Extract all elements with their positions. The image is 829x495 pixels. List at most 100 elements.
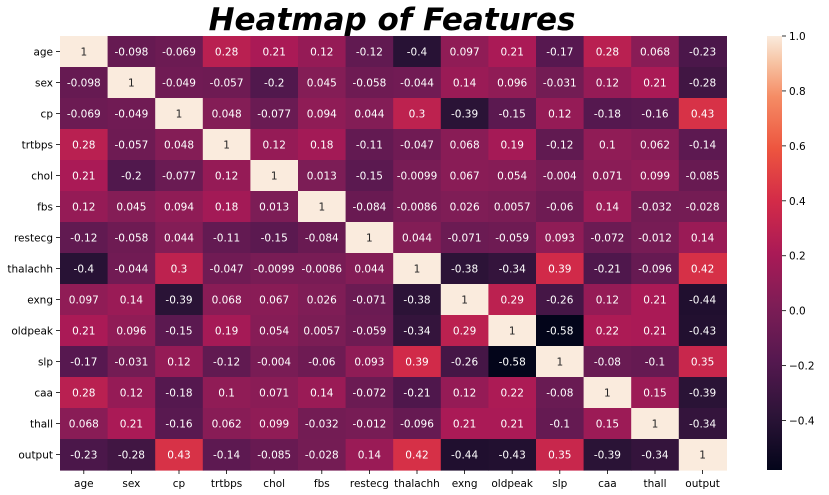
cell-value-label-exng-trtbps: 0.068 (212, 295, 242, 307)
heatmap-cell-output-cp (155, 439, 204, 471)
cell-value-label-sex-age: -0.098 (67, 78, 101, 90)
cell-value-label-trtbps-thall: 0.062 (640, 140, 670, 152)
y-tick-label-cp: cp (41, 109, 54, 121)
heatmap-cell-oldpeak-cp (155, 315, 204, 347)
cell-value-label-age-slp: -0.17 (546, 47, 573, 59)
heatmap-cell-output-age (60, 439, 109, 471)
cell-value-label-exng-exng: 1 (461, 295, 468, 307)
y-tick-label-thalachh: thalachh (7, 264, 53, 276)
heatmap-cell-fbs-thalachh (393, 191, 442, 223)
y-tick-label-oldpeak: oldpeak (11, 326, 54, 338)
heatmap-cell-oldpeak-thalachh (393, 315, 442, 347)
heatmap-cell-trtbps-fbs (298, 129, 347, 161)
heatmap-cell-age-thalachh (393, 36, 442, 68)
heatmap-cell-slp-thalachh (393, 346, 442, 378)
heatmap-cell-thall-fbs (298, 408, 347, 440)
heatmap-cell-exng-fbs (298, 284, 347, 316)
colorbar (767, 36, 782, 470)
cell-value-label-caa-oldpeak: 0.22 (501, 388, 524, 400)
cell-value-label-exng-chol: 0.067 (259, 295, 289, 307)
heatmap-cell-trtbps-trtbps (202, 129, 251, 161)
cell-value-label-slp-slp: 1 (556, 357, 563, 369)
cell-value-label-cp-sex: -0.049 (114, 109, 148, 121)
cell-value-label-exng-slp: -0.26 (546, 295, 573, 307)
cell-value-label-sex-fbs: 0.045 (307, 78, 337, 90)
heatmap-cell-output-sex (107, 439, 156, 471)
cell-value-label-oldpeak-exng: 0.29 (453, 326, 476, 338)
cell-value-label-thalachh-trtbps: -0.047 (210, 264, 244, 276)
cell-value-label-oldpeak-caa: 0.22 (596, 326, 619, 338)
heatmap-cell-fbs-oldpeak (488, 191, 537, 223)
heatmap-cell-restecg-cp (155, 222, 204, 254)
heatmap-cell-slp-age (60, 346, 109, 378)
cell-value-label-thall-fbs: -0.032 (305, 419, 339, 431)
cell-value-label-cp-fbs: 0.094 (307, 109, 337, 121)
cell-value-label-trtbps-output: -0.14 (689, 140, 716, 152)
x-tick-label-restecg: restecg (350, 478, 389, 490)
heatmap-cell-thall-caa (583, 408, 632, 440)
heatmap-cell-oldpeak-age (60, 315, 109, 347)
cell-value-label-cp-restecg: 0.044 (354, 109, 384, 121)
cell-value-label-chol-age: 0.21 (72, 171, 95, 183)
heatmap-cell-slp-oldpeak (488, 346, 537, 378)
cell-value-label-thall-slp: -0.1 (550, 419, 571, 431)
cell-value-label-fbs-thalachh: -0.0086 (397, 202, 438, 214)
cell-value-label-chol-chol: 1 (271, 171, 278, 183)
cell-value-label-output-exng: -0.44 (451, 450, 478, 462)
cell-value-label-thalachh-fbs: -0.0086 (302, 264, 343, 276)
cell-value-label-trtbps-trtbps: 1 (223, 140, 230, 152)
heatmap-cell-cp-caa (583, 98, 632, 130)
heatmap-cell-caa-thalachh (393, 377, 442, 409)
heatmap-cell-output-thall (631, 439, 680, 471)
cell-value-label-fbs-restecg: -0.084 (352, 202, 386, 214)
y-tick-label-thall: thall (30, 419, 53, 431)
cell-value-label-cp-trtbps: 0.048 (212, 109, 242, 121)
cell-value-label-caa-exng: 0.12 (453, 388, 476, 400)
x-tick-label-caa: caa (598, 478, 617, 490)
heatmap-cell-cp-exng (440, 98, 489, 130)
heatmap-cell-restecg-trtbps (202, 222, 251, 254)
cell-value-label-slp-output: 0.35 (691, 357, 714, 369)
cell-value-label-oldpeak-thalachh: -0.34 (403, 326, 430, 338)
cell-value-label-thall-trtbps: 0.062 (212, 419, 242, 431)
heatmap-cell-trtbps-thall (631, 129, 680, 161)
cell-value-label-slp-sex: -0.031 (114, 357, 148, 369)
cell-value-label-sex-exng: 0.14 (453, 78, 477, 90)
heatmap-cell-fbs-cp (155, 191, 204, 223)
cell-value-label-slp-chol: -0.004 (257, 357, 291, 369)
cell-value-label-age-caa: 0.28 (596, 47, 619, 59)
cell-value-label-oldpeak-age: 0.21 (72, 326, 95, 338)
cell-value-label-output-restecg: 0.14 (358, 450, 382, 462)
cell-value-label-chol-sex: -0.2 (121, 171, 142, 183)
cell-value-label-restecg-trtbps: -0.11 (213, 233, 240, 245)
cell-value-label-thall-oldpeak: 0.21 (501, 419, 524, 431)
heatmap-cell-chol-thall (631, 160, 680, 192)
cell-value-label-exng-sex: 0.14 (120, 295, 144, 307)
heatmap-cell-cp-chol (250, 98, 299, 130)
cell-value-label-sex-sex: 1 (128, 78, 135, 90)
cell-value-label-slp-oldpeak: -0.58 (499, 357, 526, 369)
cell-value-label-cp-oldpeak: -0.15 (499, 109, 526, 121)
cell-value-label-fbs-chol: 0.013 (259, 202, 289, 214)
colorbar-tick-label: 0.2 (789, 251, 806, 263)
heatmap-cell-restecg-fbs (298, 222, 347, 254)
cell-value-label-cp-exng: -0.39 (451, 109, 478, 121)
cell-value-label-exng-age: 0.097 (69, 295, 99, 307)
heatmap-cell-chol-restecg (345, 160, 394, 192)
heatmap-cell-caa-output (678, 377, 727, 409)
heatmap-cell-cp-output (678, 98, 727, 130)
y-tick-label-output: output (18, 450, 53, 462)
heatmap-cell-slp-slp (536, 346, 585, 378)
heatmap-cell-oldpeak-exng (440, 315, 489, 347)
cell-value-label-chol-cp: -0.077 (162, 171, 196, 183)
cell-value-label-cp-cp: 1 (176, 109, 183, 121)
heatmap-cell-chol-age (60, 160, 109, 192)
cell-value-label-caa-sex: 0.12 (120, 388, 143, 400)
cell-value-label-age-oldpeak: 0.21 (501, 47, 524, 59)
heatmap-cell-thalachh-fbs (298, 253, 347, 285)
cell-value-label-age-chol: 0.21 (263, 47, 286, 59)
cell-value-label-oldpeak-trtbps: 0.19 (215, 326, 238, 338)
heatmap-cell-chol-exng (440, 160, 489, 192)
cell-value-label-thall-age: 0.068 (69, 419, 99, 431)
heatmap-cell-output-oldpeak (488, 439, 537, 471)
